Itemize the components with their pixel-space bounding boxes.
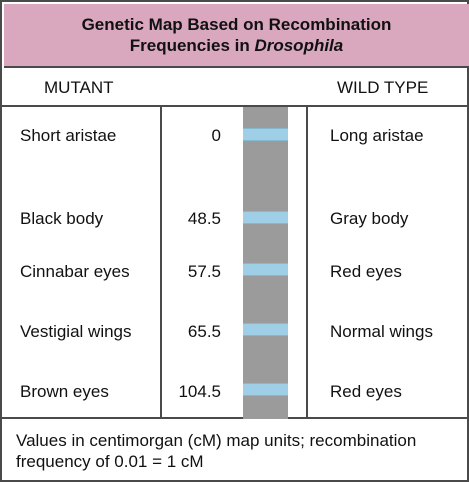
mutant-header: MUTANT (44, 78, 114, 97)
column-divider-1 (160, 107, 162, 417)
chromosome (243, 107, 288, 419)
gene-band-black-body (243, 211, 288, 224)
map-position: 104.5 (178, 382, 221, 401)
map-position: 48.5 (187, 209, 221, 228)
title-line-2: Frequencies in Drosophila (130, 35, 344, 56)
wild-type-label: Red eyes (330, 262, 402, 281)
map-position: 0 (211, 126, 221, 145)
footer-line-1: Values in centimorgan (cM) map units; re… (16, 431, 417, 450)
column-divider-2 (306, 107, 308, 417)
map-position: 65.5 (187, 322, 221, 341)
mutant-label: Brown eyes (20, 382, 109, 401)
wild-type-label: Long aristae (330, 126, 424, 145)
footer-divider (2, 417, 467, 419)
title-species: Drosophila (254, 36, 344, 55)
header-divider (2, 105, 467, 107)
gene-band-vestigial-wings (243, 323, 288, 336)
gene-band-short-aristae (243, 128, 288, 141)
title-line-1: Genetic Map Based on Recombination (81, 15, 392, 34)
figure-title: Genetic Map Based on Recombination Frequ… (4, 4, 469, 68)
footer-note: Values in centimorgan (cM) map units; re… (16, 430, 461, 472)
wild-type-label: Gray body (330, 209, 409, 228)
wild-type-header: WILD TYPE (337, 78, 429, 97)
gene-band-cinnabar-eyes (243, 263, 288, 276)
title-line-2-text: Frequencies in (129, 36, 255, 55)
wild-type-label: Red eyes (330, 382, 402, 401)
footer-line-2: frequency of 0.01 = 1 cM (16, 452, 204, 471)
gene-band-brown-eyes (243, 383, 288, 396)
mutant-label: Short aristae (20, 126, 117, 145)
mutant-label: Cinnabar eyes (20, 262, 130, 281)
map-position: 57.5 (187, 262, 221, 281)
mutant-label: Black body (20, 209, 104, 228)
mutant-label: Vestigial wings (20, 322, 132, 341)
wild-type-label: Normal wings (330, 322, 433, 341)
